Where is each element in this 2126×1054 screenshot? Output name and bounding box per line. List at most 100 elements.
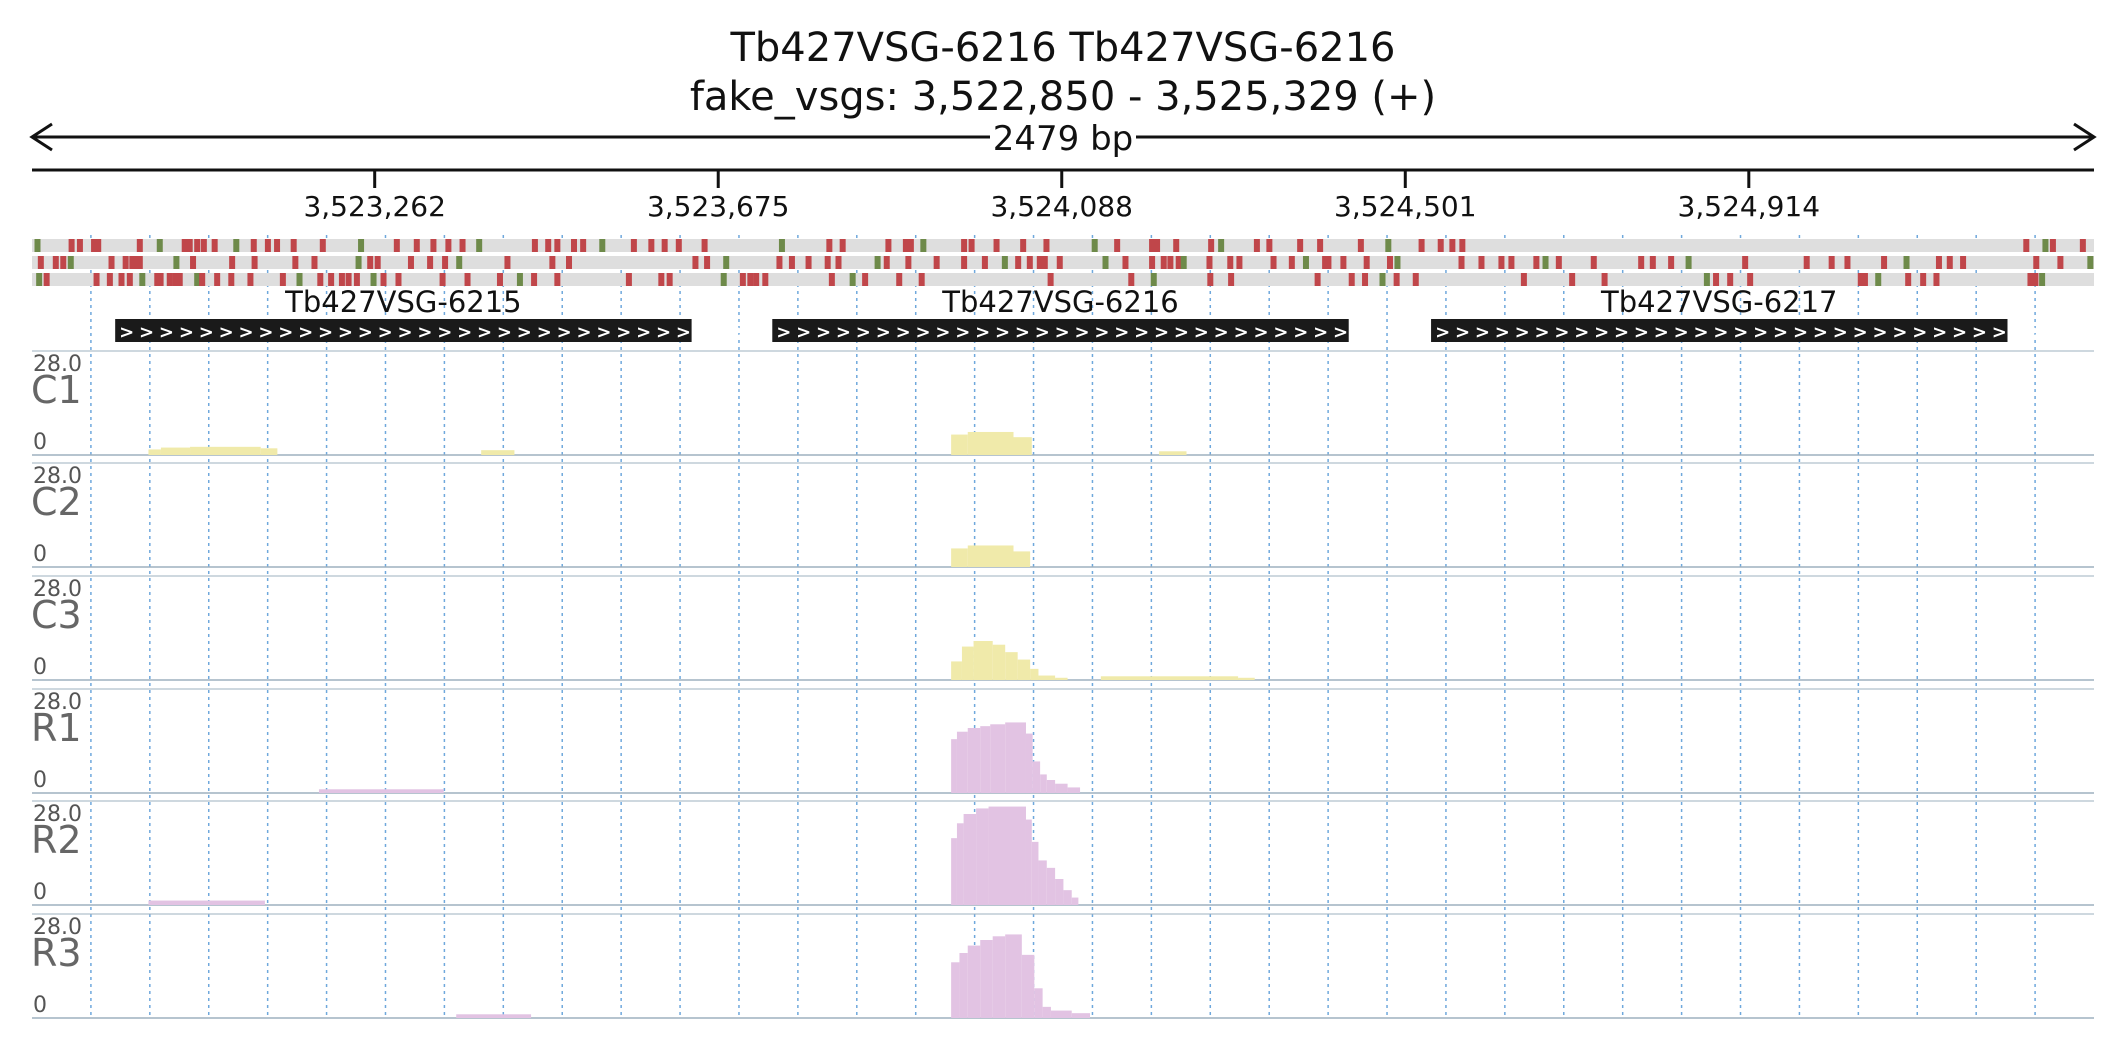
stop-codon — [1357, 239, 1364, 252]
stop-codon — [824, 256, 831, 269]
coverage-bar — [951, 962, 960, 1018]
track-min-label: 0 — [33, 768, 47, 793]
start-codon — [194, 273, 201, 286]
stop-codon — [993, 239, 1000, 252]
stop-codon — [1601, 273, 1608, 286]
stop-codon — [264, 239, 271, 252]
stop-codon — [459, 239, 466, 252]
coverage-bar — [260, 448, 278, 455]
coverage-bar — [481, 450, 515, 455]
coverage-bar — [1046, 780, 1056, 793]
stop-codon — [981, 256, 988, 269]
stop-codon — [37, 256, 44, 269]
coverage-bar — [988, 806, 1026, 905]
stop-codon — [1043, 239, 1050, 252]
stop-codon — [367, 256, 374, 269]
stop-codon — [1828, 256, 1835, 269]
start-codon — [1394, 256, 1401, 269]
coverage-bar — [1013, 437, 1032, 455]
start-codon — [67, 256, 74, 269]
start-codon — [1875, 273, 1882, 286]
coverage-bar — [976, 808, 989, 905]
start-codon — [139, 273, 146, 286]
ruler-tick-label: 3,524,501 — [1334, 190, 1477, 223]
stop-codon — [439, 273, 446, 286]
start-codon — [296, 273, 303, 286]
stop-codon — [93, 273, 100, 286]
stop-codon — [675, 239, 682, 252]
stop-codon — [1036, 256, 1043, 269]
stop-codon — [1175, 256, 1182, 269]
stop-codon — [839, 239, 846, 252]
stop-codon — [1960, 256, 1967, 269]
start-codon — [1385, 239, 1392, 252]
coverage-bar — [951, 739, 957, 793]
gene-bar — [1431, 319, 2008, 342]
stop-codon — [2027, 273, 2034, 286]
coverage-bar — [456, 1014, 532, 1018]
stop-codon — [1325, 256, 1332, 269]
stop-codon — [625, 273, 632, 286]
stop-codon — [1167, 256, 1174, 269]
start-codon — [156, 239, 163, 252]
track-max-label: 28.0 — [33, 690, 82, 715]
stop-codon — [251, 256, 258, 269]
stop-codon — [554, 239, 561, 252]
stop-codon — [902, 239, 909, 252]
coverage-bar — [980, 940, 993, 1018]
span-arrow-left-head — [29, 122, 53, 152]
stop-codon — [570, 239, 577, 252]
gene-label: Tb427VSG-6215 — [284, 285, 521, 319]
start-codon — [36, 273, 43, 286]
stop-codon — [704, 256, 711, 269]
stop-codon — [2057, 256, 2064, 269]
ruler-tick-label: 3,524,914 — [1678, 190, 1821, 223]
start-codon — [1903, 256, 1910, 269]
track-max-label: 28.0 — [33, 577, 82, 602]
span-label: 2479 bp — [993, 119, 1134, 159]
stop-codon — [788, 256, 795, 269]
stop-codon — [496, 273, 503, 286]
stop-codon — [580, 239, 587, 252]
stop-codon — [1861, 273, 1868, 286]
stop-codon — [826, 239, 833, 252]
stop-codon — [52, 256, 59, 269]
stop-codon — [2033, 256, 2040, 269]
stop-codon — [835, 256, 842, 269]
coverage-bar — [951, 434, 968, 455]
stop-codon — [747, 273, 754, 286]
coverage-bar — [1040, 774, 1047, 793]
start-codon — [599, 239, 606, 252]
track-max-label: 28.0 — [33, 352, 82, 377]
stop-codon — [1727, 273, 1734, 286]
stop-codon — [630, 239, 637, 252]
stop-codon — [1668, 256, 1675, 269]
stop-codon — [126, 273, 133, 286]
ruler-tick-label: 3,523,262 — [303, 190, 446, 223]
stop-codon — [666, 273, 673, 286]
stop-codon — [1459, 239, 1466, 252]
span-indicator: 2479 bp — [29, 118, 2097, 159]
coverage-bar — [990, 724, 1006, 793]
stop-codon — [1149, 239, 1156, 252]
stop-codon — [129, 256, 136, 269]
stop-codon — [1498, 256, 1505, 269]
start-codon — [1542, 256, 1549, 269]
stop-codon — [274, 239, 281, 252]
stop-codon — [1228, 273, 1235, 286]
stop-codon — [933, 256, 940, 269]
stop-codon — [1905, 273, 1912, 286]
stop-codon — [739, 273, 746, 286]
start-codon — [516, 273, 523, 286]
stop-codon — [776, 256, 783, 269]
stop-codon — [862, 273, 869, 286]
start-codon — [358, 239, 365, 252]
stop-codon — [805, 256, 812, 269]
stop-codon — [76, 239, 83, 252]
coverage-bar — [1038, 675, 1056, 680]
start-codon — [720, 273, 727, 286]
stop-codon — [1363, 256, 1370, 269]
stop-codon — [1128, 273, 1135, 286]
stop-codon — [1478, 256, 1485, 269]
